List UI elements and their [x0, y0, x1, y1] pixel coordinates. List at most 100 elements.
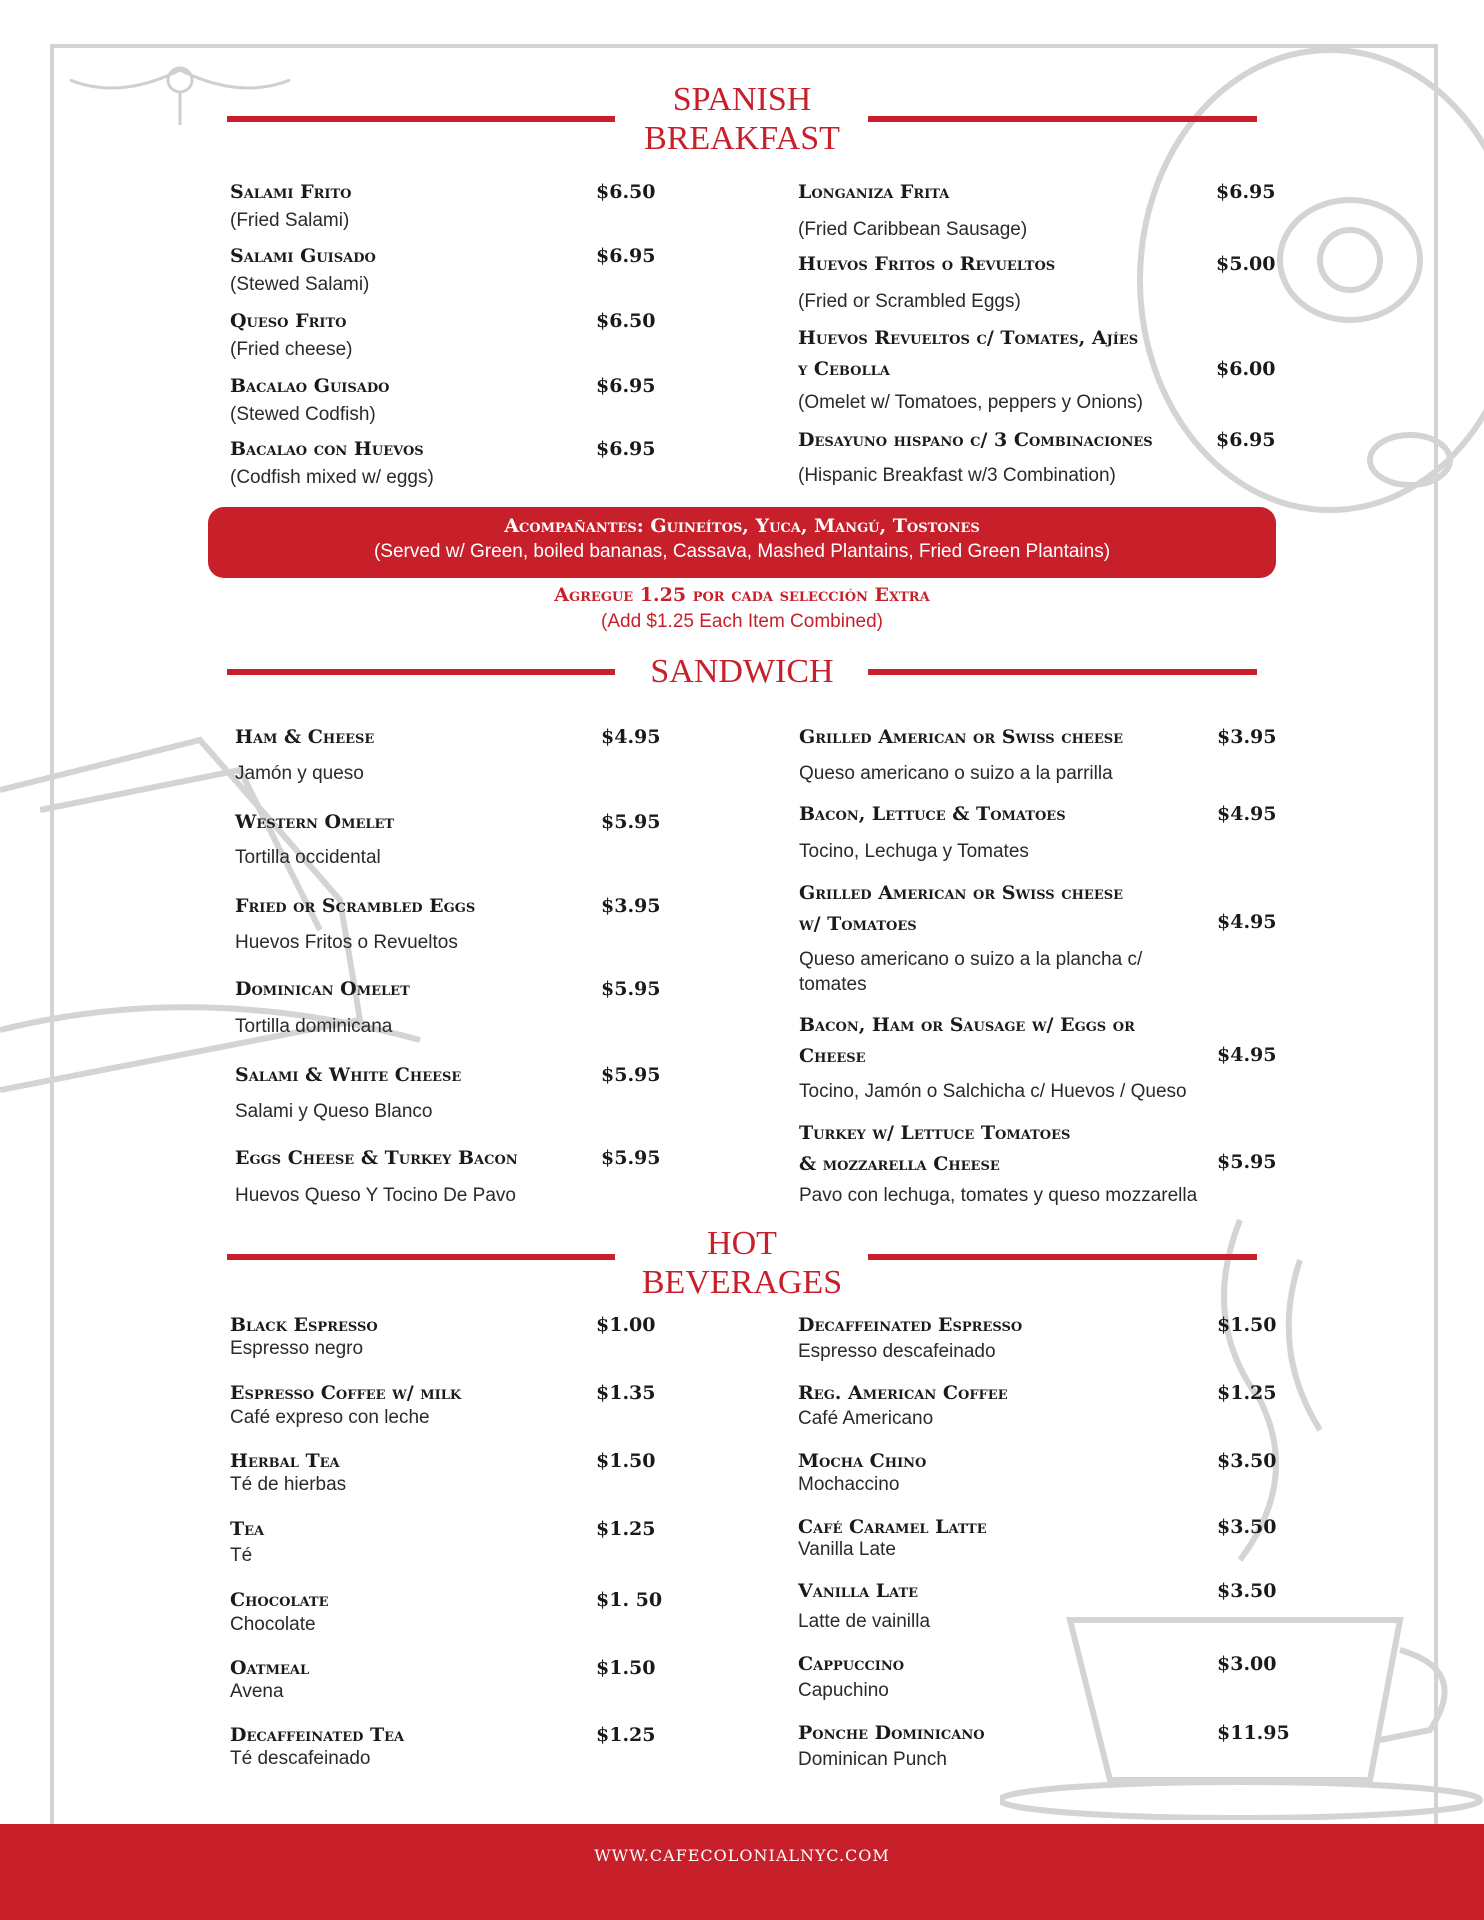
menu-item-description: (Fried Caribbean Sausage) [798, 219, 1028, 240]
menu-item-description: Té [230, 1545, 253, 1566]
menu-item-name: Desayuno hispano c/ 3 Combinaciones [798, 429, 1153, 451]
menu-item-name: Bacon, Ham or Sausage w/ Eggs or [799, 1014, 1135, 1036]
menu-item-price: $4.95 [1217, 1044, 1277, 1066]
menu-item-name: Cheese [799, 1045, 866, 1067]
menu-item-description: Té de hierbas [230, 1474, 347, 1495]
menu-item-description: (Stewed Salami) [230, 274, 370, 295]
menu-item-description: Avena [230, 1681, 284, 1702]
sides-subtitle: (Served w/ Green, boiled bananas, Cassav… [373, 541, 1111, 562]
menu-item-description: Capuchino [798, 1680, 889, 1701]
page-border [50, 44, 1438, 1828]
coffee-cup-sketch [1000, 1218, 1483, 1820]
menu-item-price: $11.95 [1217, 1722, 1290, 1744]
menu-item-price: $1.50 [1217, 1314, 1277, 1336]
menu-item-description: Tortilla dominicana [235, 1016, 393, 1037]
extra-note-subtitle: (Add $1.25 Each Item Combined) [601, 611, 883, 632]
menu-item-description: (Codfish mixed w/ eggs) [230, 467, 434, 488]
menu-item-description: Dominican Punch [798, 1749, 947, 1770]
beverages-section-title: HOT [707, 1225, 777, 1262]
sides-banner: Acompañantes: Guineítos, Yuca, Mangú, To… [208, 507, 1276, 578]
menu-item-name: y Cebolla [798, 358, 890, 380]
menu-item-name: Grilled American or Swiss cheese [799, 882, 1124, 904]
menu-item-name: Tea [230, 1518, 265, 1540]
menu-item-description: tomates [799, 974, 867, 995]
menu-item-description: Tocino, Jamón o Salchicha c/ Huevos / Qu… [799, 1081, 1187, 1102]
menu-item-name: Oatmeal [230, 1657, 310, 1679]
breakfast-plate-sketch [1137, 47, 1484, 513]
menu-item-price: $1.35 [596, 1382, 656, 1404]
menu-item-name: Grilled American or Swiss cheese [799, 726, 1124, 748]
menu-item-description: Café Americano [798, 1408, 934, 1429]
menu-item-price: $4.95 [1217, 803, 1277, 825]
menu-item-name: & mozzarella Cheese [799, 1153, 1000, 1175]
menu-item-name: Ponche Dominicano [798, 1722, 985, 1744]
menu-item-description: Mochaccino [798, 1474, 900, 1495]
breakfast-rule-right [868, 116, 1257, 122]
menu-item-name: Cappuccino [798, 1653, 905, 1675]
menu-item-description: Espresso descafeinado [798, 1341, 996, 1362]
breakfast-rule-left [227, 116, 615, 122]
menu-item-price: $1.25 [596, 1724, 656, 1746]
menu-item-price: $1.50 [596, 1450, 656, 1472]
menu-item-price: $5.95 [601, 978, 661, 1000]
menu-item-name: Huevos Fritos o Revueltos [798, 253, 1056, 275]
menu-item-price: $3.00 [1217, 1653, 1277, 1675]
menu-item-price: $6.00 [1216, 358, 1276, 380]
menu-item-price: $5.95 [601, 1064, 661, 1086]
breakfast-section-title: SPANISH [672, 81, 812, 118]
menu-item-name: Fried or Scrambled Eggs [235, 895, 476, 917]
menu-item-price: $6.95 [596, 375, 656, 397]
menu-item-description: Espresso negro [230, 1338, 364, 1359]
menu-item-name: Longaniza Frita [798, 181, 950, 203]
menu-item-description: (Hispanic Breakfast w/3 Combination) [798, 465, 1116, 486]
menu-item-name: Café Caramel Latte [798, 1516, 987, 1538]
menu-item-name: Bacalao Guisado [230, 375, 390, 397]
ornament-flourish [69, 66, 291, 125]
breakfast-section-title: BREAKFAST [644, 120, 840, 157]
menu-item-description: Tortilla occidental [235, 847, 381, 868]
menu-item-price: $3.95 [1217, 726, 1277, 748]
menu-item-price: $5.95 [601, 1147, 661, 1169]
menu-item-price: $1.50 [596, 1657, 656, 1679]
website-link[interactable]: WWW.CAFECOLONIALNYC.COM [594, 1846, 890, 1865]
menu-item-price: $6.50 [596, 181, 656, 203]
menu-item-description: Pavo con lechuga, tomates y queso mozzar… [799, 1185, 1198, 1206]
menu-item-name: Salami & White Cheese [235, 1064, 462, 1086]
menu-item-name: Bacon, Lettuce & Tomatoes [799, 803, 1066, 825]
menu-item-name: Vanilla Late [798, 1580, 919, 1602]
menu-item-name: w/ Tomatoes [799, 913, 917, 935]
menu-item-description: Queso americano o suizo a la parrilla [799, 763, 1113, 784]
menu-item-price: $1.25 [596, 1518, 656, 1540]
menu-item-description: Tocino, Lechuga y Tomates [799, 841, 1029, 862]
menu-item-price: $1.25 [1217, 1382, 1277, 1404]
menu-item-price: $6.50 [596, 310, 656, 332]
beverages-section-title: BEVERAGES [641, 1264, 843, 1301]
menu-item-name: Black Espresso [230, 1314, 378, 1336]
menu-item-description: Té descafeinado [230, 1748, 371, 1769]
sides-title: Acompañantes: Guineítos, Yuca, Mangú, To… [504, 515, 980, 537]
menu-item-name: Huevos Revueltos c/ Tomates, Ajíes [798, 327, 1139, 349]
menu-item-description: Vanilla Late [798, 1539, 896, 1560]
menu-item-description: (Fried or Scrambled Eggs) [798, 291, 1021, 312]
menu-item-name: Espresso Coffee w/ milk [230, 1382, 462, 1404]
menu-item-price: $6.95 [1216, 181, 1276, 203]
sandwich-section-title: SANDWICH [650, 653, 834, 690]
menu-item-name: Turkey w/ Lettuce Tomatoes [799, 1122, 1071, 1144]
beverages-rule-right [868, 1254, 1257, 1260]
menu-item-name: Reg. American Coffee [798, 1382, 1008, 1404]
menu-item-description: (Fried cheese) [230, 339, 353, 360]
menu-item-description: (Fried Salami) [230, 210, 350, 231]
menu-item-description: Chocolate [230, 1614, 316, 1635]
menu-item-price: $6.95 [596, 438, 656, 460]
menu-item-price: $5.95 [1217, 1151, 1277, 1173]
menu-item-name: Salami Frito [230, 181, 352, 203]
menu-item-price: $6.95 [596, 245, 656, 267]
menu-item-description: Huevos Fritos o Revueltos [235, 932, 458, 953]
menu-item-name: Herbal Tea [230, 1450, 340, 1472]
menu-item-description: Café expreso con leche [230, 1407, 430, 1428]
menu-item-name: Decaffeinated Tea [230, 1724, 405, 1746]
menu-item-price: $5.95 [601, 811, 661, 833]
sandwich-rule-right [868, 669, 1257, 675]
menu-item-name: Salami Guisado [230, 245, 376, 267]
menu-item-name: Decaffeinated Espresso [798, 1314, 1023, 1336]
